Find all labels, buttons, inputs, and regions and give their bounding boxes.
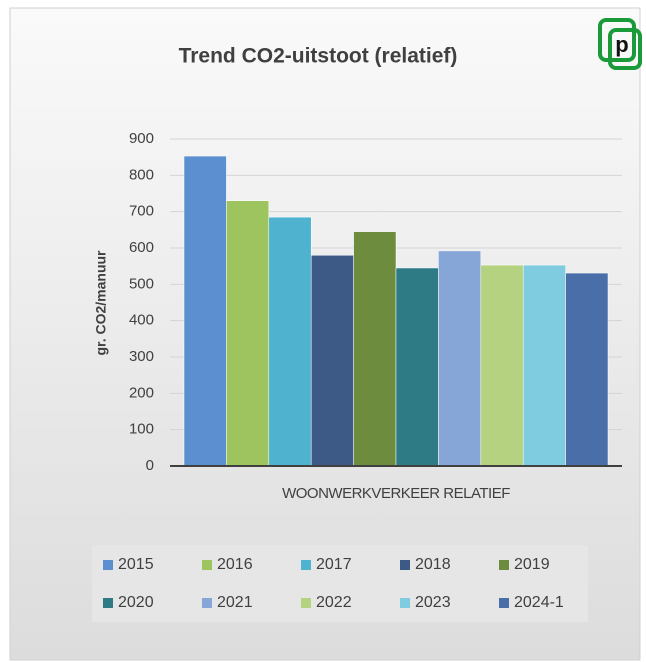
legend-label: 2021 bbox=[217, 594, 253, 611]
logo-text: p bbox=[615, 32, 628, 57]
legend-label: 2018 bbox=[415, 556, 451, 573]
bar bbox=[522, 264, 566, 467]
legend-label: 2020 bbox=[118, 594, 154, 611]
legend-swatch bbox=[103, 560, 113, 570]
logo: p bbox=[598, 18, 642, 70]
legend-label: 2022 bbox=[316, 594, 352, 611]
legend-swatch bbox=[301, 560, 311, 570]
bar bbox=[565, 272, 609, 467]
bar bbox=[268, 216, 312, 467]
y-tick-label: 100 bbox=[129, 421, 154, 438]
legend-swatch bbox=[400, 598, 410, 608]
legend-label: 2015 bbox=[118, 556, 154, 573]
legend-swatch bbox=[202, 560, 212, 570]
legend-swatch bbox=[301, 598, 311, 608]
legend-swatch bbox=[499, 560, 509, 570]
legend-swatch bbox=[103, 598, 113, 608]
bar bbox=[480, 264, 524, 467]
legend-label: 2024-1 bbox=[514, 594, 564, 611]
bar bbox=[353, 231, 397, 467]
y-tick-label: 700 bbox=[129, 203, 154, 220]
legend-label: 2017 bbox=[316, 556, 352, 573]
x-tick-label: WOONWERKVERKEER RELATIEF bbox=[282, 485, 510, 502]
bar bbox=[395, 267, 439, 467]
legend-label: 2019 bbox=[514, 556, 550, 573]
bar bbox=[183, 155, 227, 467]
y-tick-label: 200 bbox=[129, 384, 154, 401]
legend-swatch bbox=[202, 598, 212, 608]
legend-label: 2016 bbox=[217, 556, 253, 573]
y-tick-label: 400 bbox=[129, 312, 154, 329]
bar bbox=[438, 250, 482, 467]
y-tick-label: 800 bbox=[129, 166, 154, 183]
bar bbox=[226, 200, 270, 467]
legend-box bbox=[92, 545, 588, 622]
y-axis-label: gr. CO2/manuur bbox=[93, 250, 109, 356]
legend-swatch bbox=[499, 598, 509, 608]
y-tick-label: 500 bbox=[129, 275, 154, 292]
y-tick-label: 300 bbox=[129, 348, 154, 365]
bar bbox=[310, 255, 354, 467]
y-tick-label: 0 bbox=[146, 457, 154, 474]
chart-title: Trend CO2-uitstoot (relatief) bbox=[179, 45, 458, 68]
y-tick-label: 600 bbox=[129, 239, 154, 256]
y-tick-label: 900 bbox=[129, 130, 154, 147]
legend-label: 2023 bbox=[415, 594, 451, 611]
legend-swatch bbox=[400, 560, 410, 570]
